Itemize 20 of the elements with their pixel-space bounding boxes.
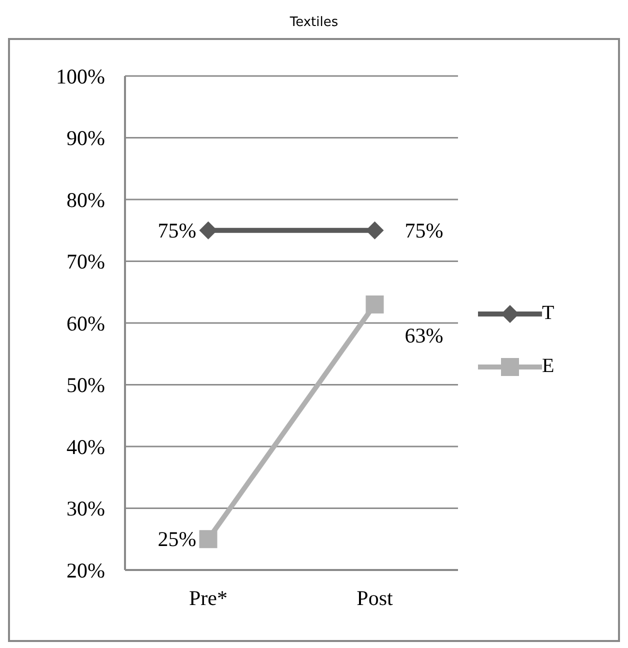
data-label: 75% (404, 218, 444, 242)
y-tick-label: 30% (66, 496, 105, 521)
chart-title: Textiles (288, 14, 340, 32)
y-tick-label: 40% (66, 434, 105, 459)
y-tick-label: 80% (66, 188, 105, 212)
y-tick-label: 90% (66, 126, 105, 150)
point (199, 530, 218, 548)
y-tick-label: 50% (66, 373, 105, 398)
data-label: 63% (404, 323, 444, 348)
legend-label: E (542, 355, 554, 378)
y-tick-label: 60% (66, 311, 105, 336)
x-tick-label: Post (356, 586, 394, 610)
y-tick-label: 20% (66, 558, 105, 582)
data-label: 25% (158, 527, 196, 552)
point (366, 295, 384, 314)
legend-label: T (542, 302, 554, 325)
data-label: 75% (158, 218, 196, 242)
y-tick-label: 100% (56, 64, 105, 88)
y-tick-label: 70% (66, 250, 105, 274)
x-tick-label: Pre* (189, 586, 228, 610)
